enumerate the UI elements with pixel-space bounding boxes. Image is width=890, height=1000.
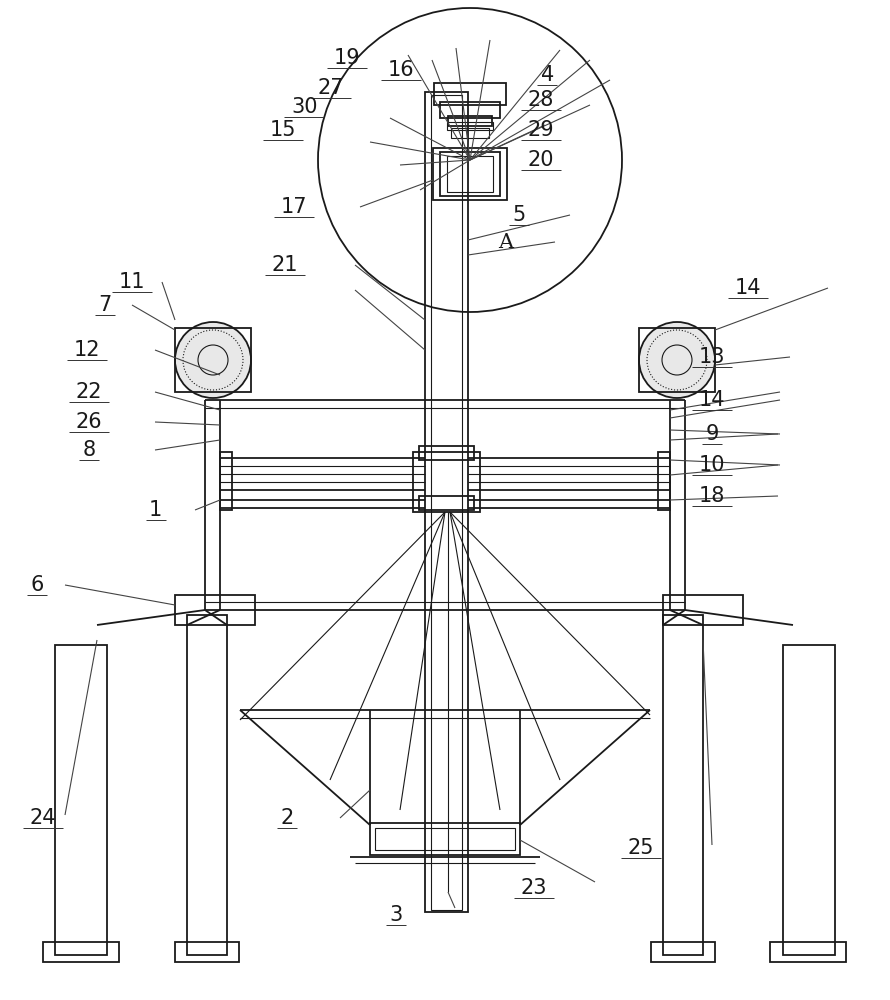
Text: 18: 18 [699, 486, 725, 506]
Text: 1: 1 [150, 500, 162, 520]
Text: 6: 6 [30, 575, 44, 595]
Text: 25: 25 [627, 838, 654, 858]
Bar [419, 496, 474, 510]
Text: 24: 24 [29, 808, 56, 828]
Text: 29: 29 [528, 120, 554, 140]
Text: 4: 4 [541, 65, 554, 85]
Bar [375, 828, 515, 850]
Bar [370, 823, 520, 855]
Text: 30: 30 [291, 97, 318, 117]
Text: 17: 17 [280, 197, 307, 217]
Text: 26: 26 [76, 412, 102, 432]
Text: 3: 3 [390, 905, 402, 925]
Bar [447, 122, 493, 130]
Text: 28: 28 [528, 90, 554, 110]
Text: 21: 21 [271, 255, 298, 275]
Text: 20: 20 [528, 150, 554, 170]
Bar [440, 152, 500, 196]
Text: 19: 19 [334, 48, 360, 68]
Text: 12: 12 [74, 340, 101, 360]
Text: 22: 22 [76, 382, 102, 402]
Bar [639, 328, 715, 392]
Text: 2: 2 [281, 808, 294, 828]
Text: 27: 27 [318, 78, 344, 98]
Text: A: A [498, 232, 513, 251]
Text: 5: 5 [513, 205, 525, 225]
Bar [187, 615, 227, 955]
Bar [220, 452, 232, 510]
Bar [658, 452, 670, 510]
Bar [175, 595, 255, 625]
Text: 13: 13 [699, 347, 725, 367]
Text: 9: 9 [705, 424, 719, 444]
Bar [663, 615, 703, 955]
Bar [43, 942, 119, 962]
Circle shape [175, 322, 251, 398]
Text: 15: 15 [270, 120, 296, 140]
Bar [770, 942, 846, 962]
Bar [425, 92, 468, 912]
Text: 10: 10 [699, 455, 725, 475]
Bar [783, 645, 835, 955]
Bar [55, 645, 107, 955]
Bar [451, 128, 489, 138]
Bar [413, 452, 480, 512]
Circle shape [639, 322, 715, 398]
Bar [433, 148, 507, 200]
Bar [663, 595, 743, 625]
Bar [440, 102, 500, 118]
Text: 14: 14 [699, 390, 725, 410]
Text: 7: 7 [99, 295, 111, 315]
Text: 14: 14 [734, 278, 761, 298]
Text: 23: 23 [521, 878, 547, 898]
Bar [175, 942, 239, 962]
Bar [175, 328, 251, 392]
Bar [434, 83, 506, 105]
Text: 11: 11 [118, 272, 145, 292]
Bar [651, 942, 715, 962]
Bar [419, 446, 474, 460]
Text: 16: 16 [387, 60, 414, 80]
Bar [431, 95, 462, 910]
Text: 8: 8 [83, 440, 95, 460]
Bar [447, 156, 493, 192]
Bar [448, 116, 492, 126]
